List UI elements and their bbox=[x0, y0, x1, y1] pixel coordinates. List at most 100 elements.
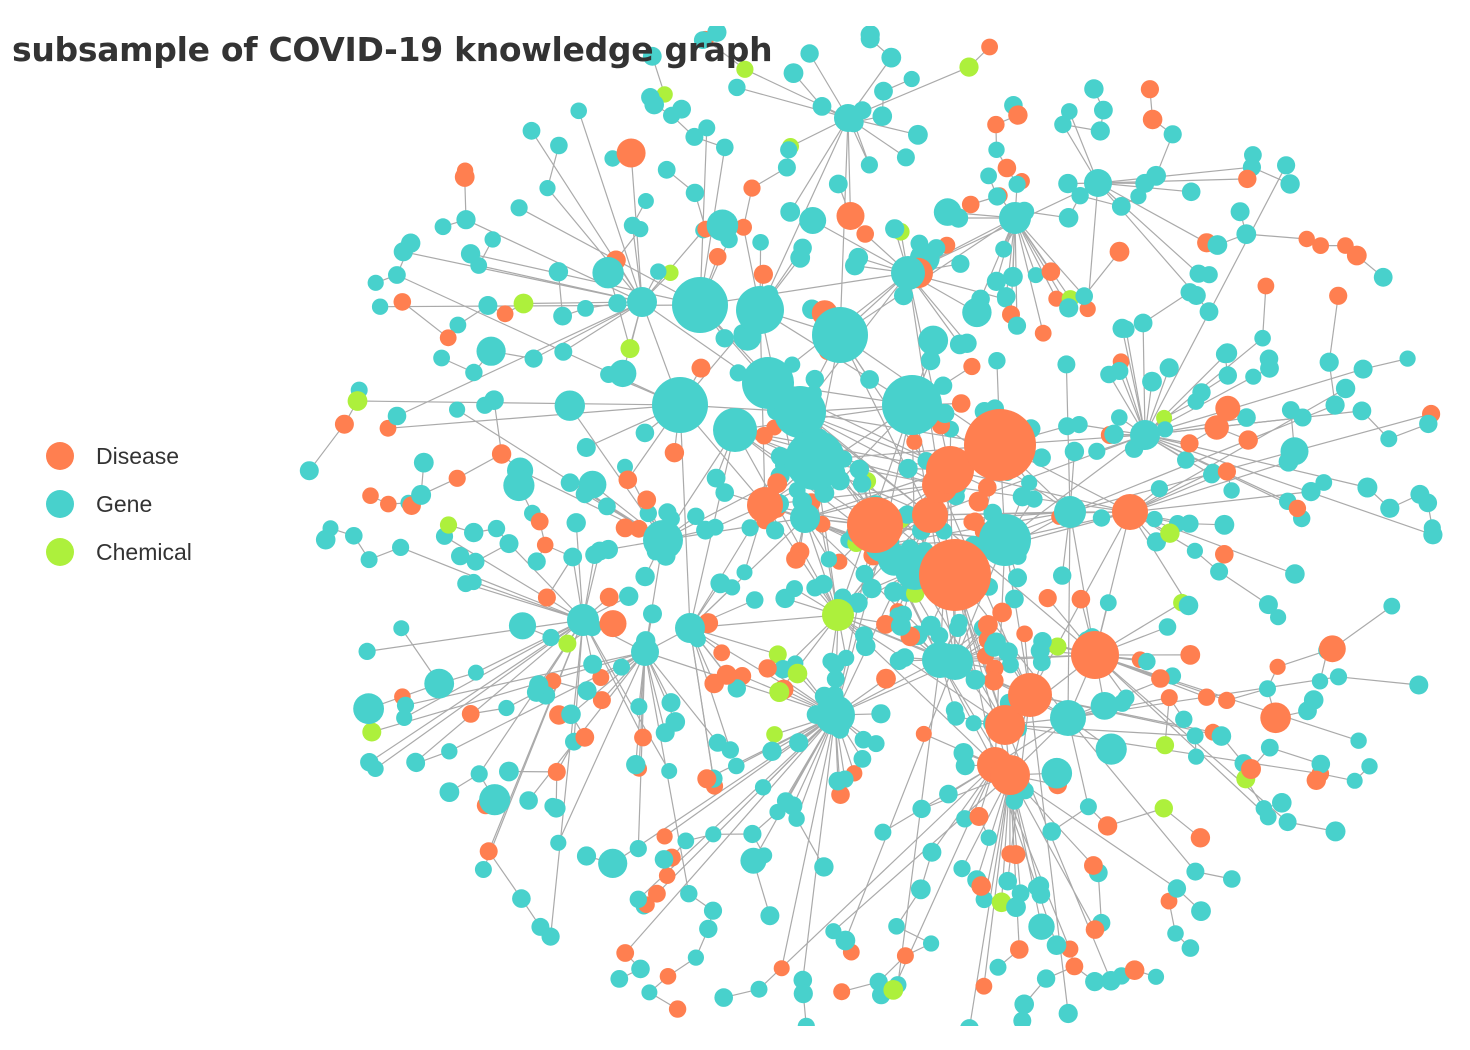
disease-node[interactable] bbox=[1204, 415, 1229, 440]
gene-node[interactable] bbox=[1094, 100, 1113, 120]
disease-node[interactable] bbox=[963, 357, 981, 376]
disease-node[interactable] bbox=[1008, 105, 1028, 125]
gene-node[interactable] bbox=[1335, 378, 1356, 399]
disease-node[interactable] bbox=[975, 977, 993, 995]
gene-node[interactable] bbox=[1030, 641, 1050, 661]
gene-node[interactable] bbox=[470, 765, 488, 783]
gene-node[interactable] bbox=[773, 660, 793, 679]
disease-node[interactable] bbox=[1008, 673, 1052, 717]
gene-node[interactable] bbox=[635, 423, 655, 443]
gene-node[interactable] bbox=[613, 658, 630, 676]
gene-node[interactable] bbox=[1383, 597, 1401, 615]
gene-node[interactable] bbox=[1041, 757, 1073, 789]
disease-node[interactable] bbox=[1038, 589, 1057, 608]
gene-node[interactable] bbox=[793, 984, 813, 1004]
disease-node[interactable] bbox=[896, 947, 914, 965]
disease-node[interactable] bbox=[461, 705, 480, 723]
gene-node[interactable] bbox=[522, 121, 541, 140]
gene-node[interactable] bbox=[800, 44, 819, 63]
disease-node[interactable] bbox=[1180, 645, 1201, 665]
gene-node[interactable] bbox=[411, 484, 432, 505]
gene-node[interactable] bbox=[980, 829, 997, 846]
gene-node[interactable] bbox=[687, 949, 705, 966]
disease-node[interactable] bbox=[664, 443, 685, 463]
gene-node[interactable] bbox=[1175, 710, 1193, 728]
disease-node[interactable] bbox=[964, 409, 1036, 481]
gene-node[interactable] bbox=[641, 984, 658, 1001]
disease-node[interactable] bbox=[1217, 462, 1236, 481]
gene-node[interactable] bbox=[1409, 675, 1429, 695]
gene-node[interactable] bbox=[1142, 371, 1162, 392]
gene-node[interactable] bbox=[1177, 451, 1195, 469]
gene-node[interactable] bbox=[1280, 437, 1309, 466]
gene-node[interactable] bbox=[705, 826, 722, 843]
gene-node[interactable] bbox=[845, 255, 865, 276]
chemical-node[interactable] bbox=[822, 599, 854, 631]
gene-node[interactable] bbox=[903, 70, 920, 88]
disease-node[interactable] bbox=[1140, 80, 1159, 99]
gene-node[interactable] bbox=[762, 741, 782, 761]
gene-node[interactable] bbox=[456, 210, 476, 230]
disease-node[interactable] bbox=[334, 414, 354, 434]
gene-node[interactable] bbox=[358, 642, 376, 661]
gene-node[interactable] bbox=[1410, 484, 1430, 504]
gene-node[interactable] bbox=[714, 988, 733, 1007]
disease-node[interactable] bbox=[968, 491, 989, 512]
disease-node[interactable] bbox=[997, 158, 1017, 178]
gene-node[interactable] bbox=[874, 823, 892, 841]
gene-node[interactable] bbox=[566, 513, 586, 533]
disease-node[interactable] bbox=[697, 769, 717, 789]
gene-node[interactable] bbox=[1223, 482, 1240, 499]
gene-node[interactable] bbox=[598, 539, 619, 560]
chemical-node[interactable] bbox=[439, 516, 458, 534]
gene-node[interactable] bbox=[542, 628, 560, 647]
gene-node[interactable] bbox=[508, 612, 537, 640]
gene-node[interactable] bbox=[814, 857, 834, 877]
gene-node[interactable] bbox=[576, 438, 596, 457]
gene-node[interactable] bbox=[1150, 480, 1168, 498]
gene-node[interactable] bbox=[510, 199, 528, 217]
gene-node[interactable] bbox=[441, 743, 458, 760]
disease-node[interactable] bbox=[1079, 300, 1096, 318]
gene-node[interactable] bbox=[826, 670, 845, 688]
disease-node[interactable] bbox=[876, 615, 895, 634]
gene-node[interactable] bbox=[933, 376, 953, 395]
gene-node[interactable] bbox=[519, 791, 538, 810]
gene-node[interactable] bbox=[1021, 474, 1038, 491]
gene-node[interactable] bbox=[741, 519, 759, 537]
gene-node[interactable] bbox=[1319, 352, 1339, 372]
gene-node[interactable] bbox=[1210, 562, 1229, 581]
gene-node[interactable] bbox=[1006, 897, 1026, 917]
disease-node[interactable] bbox=[758, 659, 777, 678]
gene-node[interactable] bbox=[639, 504, 657, 523]
disease-node[interactable] bbox=[856, 225, 874, 243]
disease-node[interactable] bbox=[767, 473, 788, 494]
disease-node[interactable] bbox=[496, 305, 514, 323]
disease-node[interactable] bbox=[1197, 688, 1216, 706]
gene-node[interactable] bbox=[460, 244, 481, 264]
disease-node[interactable] bbox=[668, 1000, 687, 1018]
disease-node[interactable] bbox=[1257, 277, 1275, 295]
gene-node[interactable] bbox=[439, 782, 460, 802]
chemical-node[interactable] bbox=[1048, 637, 1067, 656]
disease-node[interactable] bbox=[1142, 109, 1163, 130]
disease-node[interactable] bbox=[544, 672, 562, 690]
disease-node[interactable] bbox=[1160, 689, 1178, 707]
gene-node[interactable] bbox=[637, 193, 654, 209]
disease-node[interactable] bbox=[951, 394, 971, 413]
gene-node[interactable] bbox=[1008, 568, 1027, 588]
disease-node[interactable] bbox=[876, 668, 896, 689]
gene-node[interactable] bbox=[1138, 652, 1156, 671]
gene-node[interactable] bbox=[1192, 383, 1211, 402]
disease-node[interactable] bbox=[618, 470, 638, 490]
gene-node[interactable] bbox=[476, 336, 506, 366]
gene-node[interactable] bbox=[466, 552, 485, 571]
gene-node[interactable] bbox=[484, 231, 501, 248]
disease-node[interactable] bbox=[1288, 499, 1307, 518]
disease-node[interactable] bbox=[981, 38, 998, 56]
gene-node[interactable] bbox=[627, 287, 657, 317]
gene-node[interactable] bbox=[626, 755, 646, 775]
gene-node[interactable] bbox=[853, 750, 872, 768]
gene-node[interactable] bbox=[1245, 368, 1262, 385]
gene-node[interactable] bbox=[1156, 421, 1174, 438]
